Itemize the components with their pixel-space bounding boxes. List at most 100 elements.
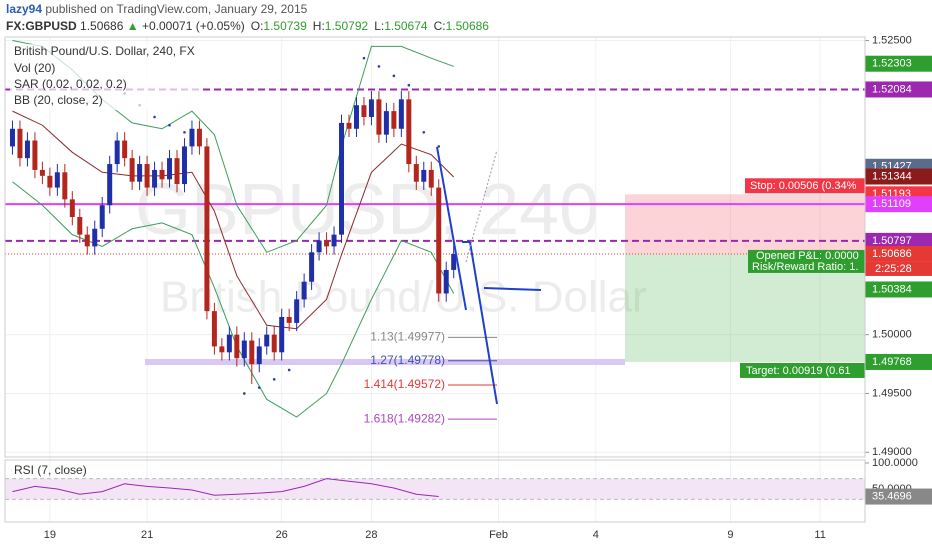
sar-dot: [287, 368, 291, 372]
header: lazy94 published on TradingView.com, Jan…: [6, 2, 308, 16]
legend-bg: [10, 44, 200, 110]
stop-label: Stop: 0.00506 (0.34%: [750, 180, 857, 192]
candle-body: [309, 252, 315, 282]
candle-body: [428, 169, 434, 188]
candle-body: [226, 334, 232, 353]
candle-body: [413, 164, 419, 182]
rsi-border: [4, 459, 866, 523]
candle-body: [144, 164, 150, 188]
rsi-tick-label: 100.0000: [872, 457, 918, 469]
candle-body: [17, 128, 23, 159]
ohlc-value: 1.50739: [263, 19, 307, 33]
candle-body: [361, 105, 367, 117]
y-tick-label: 1.50000: [872, 329, 912, 341]
sar-dot: [392, 74, 396, 78]
sar-dot: [257, 386, 261, 389]
legend-indicator: SAR (0.02, 0.02, 0.2): [14, 77, 127, 91]
published: published on TradingView.com, January 29…: [45, 2, 307, 16]
price-tag-label: 1.52303: [872, 58, 912, 70]
candle-body: [99, 205, 105, 229]
candle-body: [264, 334, 270, 347]
fib-label: 1.13(1.49977): [370, 330, 445, 344]
symbol: FX:GBPUSD: [6, 19, 77, 33]
rsi-line: [12, 478, 439, 498]
candle-body: [324, 240, 330, 247]
ohlc-value: 1.50686: [446, 19, 490, 33]
rr-label: Risk/Reward Ratio: 1.: [752, 261, 858, 273]
candle-body: [286, 317, 292, 323]
legend-title: British Pound/U.S. Dollar, 240, FX: [14, 44, 195, 58]
sar-dot: [183, 130, 186, 134]
projection-line: [436, 146, 467, 311]
y-tick-label: 1.49500: [872, 387, 912, 399]
candle-body: [279, 317, 285, 353]
candle-body: [54, 172, 60, 188]
target-label: Target: 0.00919 (0.61: [746, 365, 851, 377]
candle-body: [181, 146, 187, 185]
candle-body: [339, 122, 345, 235]
candle-body: [241, 340, 247, 359]
projection-line: [483, 287, 542, 291]
candle-body: [32, 140, 38, 170]
x-tick-label: 21: [141, 529, 153, 541]
candle-body: [92, 228, 98, 247]
candle-body: [383, 111, 389, 135]
price-tag-label: 1.50797: [872, 235, 912, 247]
candle-body: [219, 346, 225, 353]
projection-line: [469, 241, 498, 405]
candle-body: [391, 111, 397, 129]
candle-body: [174, 158, 180, 185]
candle-body: [376, 99, 382, 135]
projection-line: [465, 149, 498, 263]
candle-body: [211, 311, 217, 347]
pnl-label: Opened P&L: 0.0000: [756, 250, 859, 262]
rsi-tag-label: 35.4696: [872, 490, 912, 502]
candle-body: [301, 281, 307, 300]
price-tag: [865, 168, 932, 185]
x-tick-label: Feb: [489, 529, 508, 541]
candle-body: [69, 199, 75, 217]
target-box: [740, 362, 865, 378]
plot-border: [4, 36, 866, 458]
price-tag: [865, 353, 932, 370]
candle-body: [159, 169, 165, 180]
price-tag-label: 1.51109: [872, 198, 911, 210]
watermark: British Pound/U.S. Dollar: [160, 273, 647, 322]
y-tick-label: 1.49000: [872, 446, 912, 458]
candle-body: [122, 140, 128, 159]
stop-box: [745, 178, 865, 194]
candle-body: [294, 299, 300, 323]
candle-body: [346, 122, 352, 129]
author[interactable]: lazy94: [6, 2, 42, 16]
candle-body: [249, 340, 255, 365]
candle-body: [271, 334, 277, 353]
candle-body: [77, 217, 83, 235]
ohlc-value: 1.50674: [384, 19, 428, 33]
price-tag-label: 1.50384: [872, 283, 912, 295]
sar-dot: [362, 56, 366, 60]
candle-body: [368, 99, 374, 117]
candle-body: [9, 128, 15, 147]
rsi-title: RSI (7, close): [14, 463, 87, 477]
price-tag-label: 1.52084: [872, 83, 912, 95]
candle-body: [39, 169, 45, 176]
countdown: 2:25:28: [875, 263, 912, 275]
candle-body: [167, 158, 173, 180]
candle-body: [47, 175, 53, 188]
candle-body: [234, 334, 240, 359]
x-tick-label: 11: [814, 529, 825, 541]
x-tick-label: 26: [276, 529, 288, 541]
legend-indicator: BB (20, close, 2): [14, 93, 103, 107]
price-tag: [865, 81, 932, 98]
candle-body: [107, 164, 113, 206]
candle-body: [398, 99, 404, 129]
candle-body: [189, 128, 195, 147]
candle-body: [152, 169, 158, 188]
ticker: FX:GBPUSD 1.50686 ▲ +0.00071 (+0.05%) O:1…: [6, 19, 489, 33]
arrow: ▲: [127, 19, 139, 33]
sar-dot: [407, 83, 411, 87]
price-tag: [865, 196, 932, 213]
ohlc-value: 1.50792: [325, 19, 369, 33]
